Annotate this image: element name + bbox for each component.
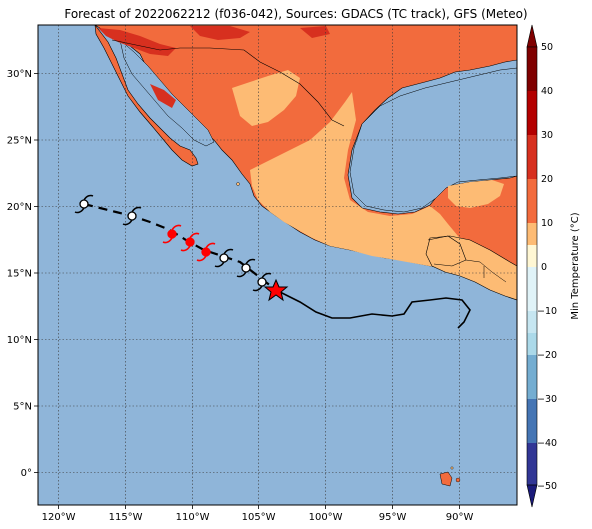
colorbar-tick-label: 50 (541, 42, 553, 53)
colorbar-tick-label: −40 (537, 438, 557, 449)
lat-tick-label: 30°N (7, 69, 32, 80)
land-baja-california (94, 25, 199, 167)
lon-tick-label: 105°W (242, 512, 276, 523)
colorbar-segment (527, 223, 537, 245)
lon-tick-label: 100°W (309, 512, 343, 523)
colorbar-tick-label: 0 (541, 262, 547, 273)
land-hot-zone-2 (190, 26, 250, 40)
hurricane-marker-red (196, 242, 216, 262)
colorbar-tick-label: 20 (541, 174, 553, 185)
forecast-track-dashed (83, 202, 277, 291)
lon-tick-label: 95°W (379, 512, 407, 523)
lon-tick-label: 115°W (109, 512, 143, 523)
border-mexico-guatemala (427, 235, 467, 267)
colorbar-segment (527, 311, 537, 333)
lat-tick-label: 20°N (7, 202, 32, 213)
colorbar-segment (527, 91, 537, 135)
colorbar-segment (527, 333, 537, 355)
border-us-mexico (111, 39, 345, 127)
colorbar-tick-label: 40 (541, 86, 553, 97)
map-title: Forecast of 2022062212 (f036-042), Sourc… (64, 7, 528, 21)
colorbar-segment (527, 47, 537, 69)
colorbar-tick-label: −10 (537, 306, 557, 317)
colorbar-tick-labels: 50 40 30 20 10 0 −10 −20 −30 −40 −50 (537, 42, 557, 492)
lon-tick-label: 90°W (446, 512, 474, 523)
lat-tick-label: 15°N (7, 269, 32, 280)
land-galapagos-islet (455, 477, 461, 483)
colorbar-segment (527, 69, 537, 91)
colorbar: 50 40 30 20 10 0 −10 −20 −30 −40 −50 Min… (526, 24, 581, 508)
land-mild-yucatan (448, 180, 504, 208)
lat-tick-label: 25°N (7, 136, 32, 147)
island (236, 182, 240, 186)
land-galapagos (439, 471, 453, 487)
colorbar-tick-label: 10 (541, 218, 553, 229)
latitude-labels: 30°N 25°N 20°N 15°N 10°N 5°N 0° (7, 69, 32, 479)
island (450, 466, 454, 470)
colorbar-tick-label: 30 (541, 130, 553, 141)
hurricane-marker (252, 272, 272, 292)
star-icon (263, 278, 289, 302)
colorbar-tick-label: −30 (537, 394, 557, 405)
map-frame (37, 24, 518, 506)
lat-tick-label: 10°N (7, 335, 32, 346)
colorbar-segment (527, 399, 537, 443)
colorbar-max-arrow (526, 24, 538, 48)
graticule (38, 25, 517, 505)
hurricane-marker (74, 194, 94, 214)
longitude-labels: 120°W 115°W 110°W 105°W 100°W 95°W 90°W (42, 512, 474, 523)
colorbar-min-arrow (526, 484, 538, 508)
hurricane-marker-red (162, 224, 182, 244)
border-central-america (465, 259, 507, 283)
colorbar-segment (527, 267, 537, 289)
colorbar-segment (527, 289, 537, 311)
land-central-america (425, 235, 517, 301)
colorbar-segment (527, 355, 537, 399)
colorbar-tick-label: −20 (537, 350, 557, 361)
colorbar-segment (527, 245, 537, 267)
colorbar-segment (527, 135, 537, 179)
lat-tick-label: 0° (21, 468, 32, 479)
colorbar-label: Min Temperature (°C) (570, 212, 581, 319)
colorbar-segment (527, 443, 537, 485)
colorbar-tick-label: −50 (537, 481, 557, 492)
hurricane-marker (214, 248, 234, 268)
hurricane-marker (236, 258, 256, 278)
land-hot-zone-3 (300, 26, 330, 38)
lon-tick-label: 110°W (176, 512, 210, 523)
lat-tick-label: 5°N (13, 402, 32, 413)
colorbar-segment (527, 179, 537, 223)
colorbar-frame (526, 46, 538, 486)
lon-tick-label: 120°W (42, 512, 76, 523)
hurricane-marker (122, 206, 142, 226)
hurricane-marker-red (180, 232, 200, 252)
forecast-track-coastal (275, 289, 471, 329)
land-mild-north (232, 70, 300, 126)
land-hot-zone-4 (150, 84, 176, 108)
map-panel (38, 25, 517, 505)
axis-ticks (34, 73, 461, 509)
